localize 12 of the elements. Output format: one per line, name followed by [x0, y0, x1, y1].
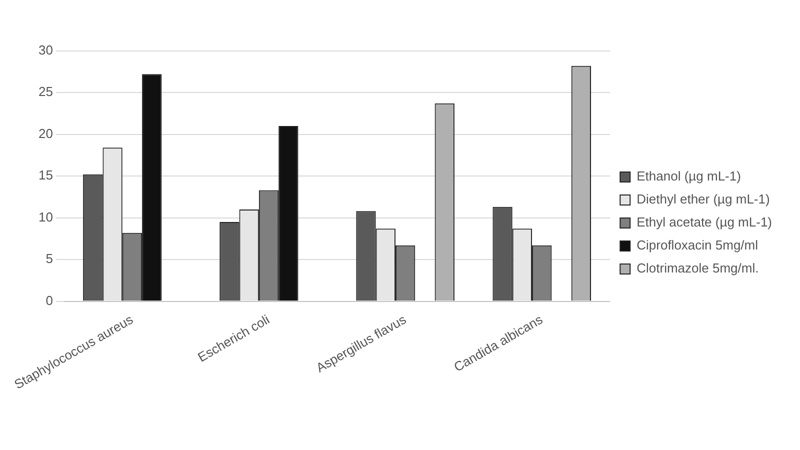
- y-tick-label: 30: [38, 42, 53, 58]
- y-tick-label: 25: [38, 84, 53, 100]
- y-tick-label: 10: [38, 209, 53, 224]
- legend-label: Clotrimazole 5mg/ml.: [636, 260, 759, 276]
- y-tick-label: 20: [38, 126, 53, 141]
- legend-label: Ciprofloxacin 5mg/ml: [636, 238, 758, 253]
- y-tick-label: 5: [46, 251, 53, 266]
- legend-label: Ethyl acetate (µg mL-1): [636, 214, 772, 230]
- y-tick-label: 15: [38, 168, 53, 183]
- legend-label: Ethanol (µg mL-1): [636, 168, 741, 184]
- y-tick-label: 0: [46, 292, 53, 308]
- legend-label: Diethyl ether (µg mL-1): [636, 192, 770, 207]
